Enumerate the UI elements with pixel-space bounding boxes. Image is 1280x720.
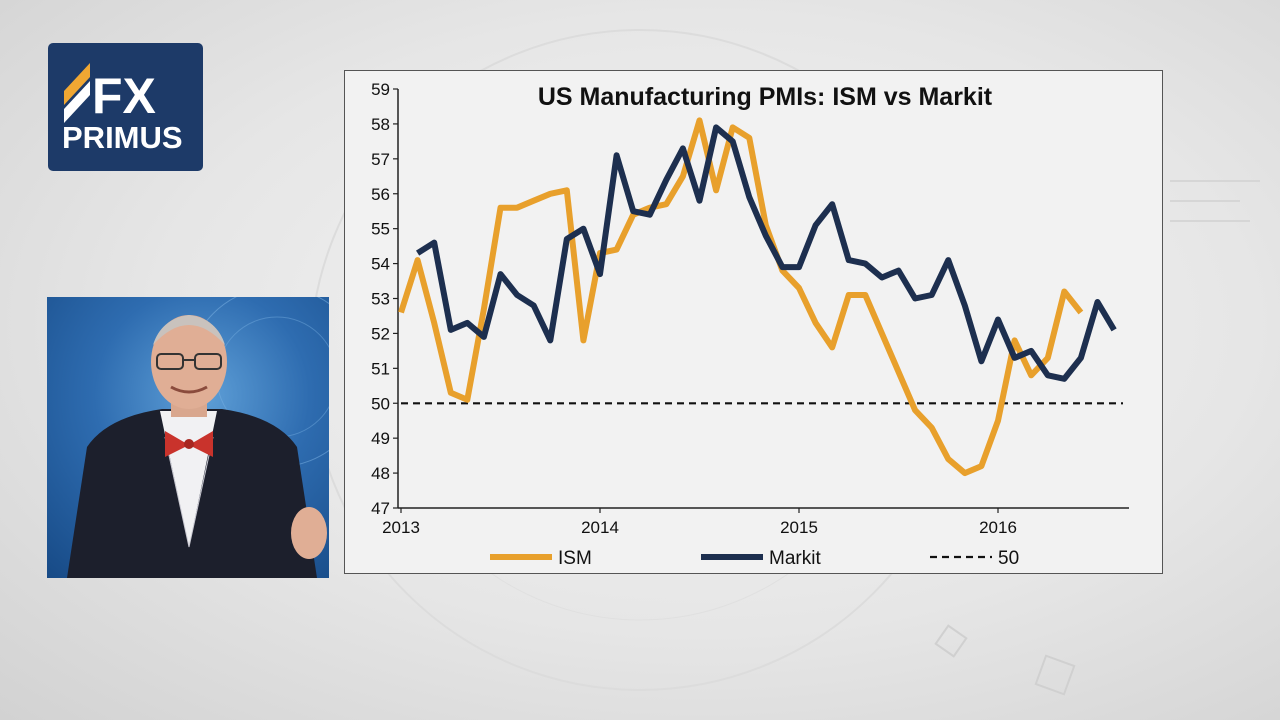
logo-text-primus: PRIMUS — [62, 120, 183, 155]
y-tick-label: 54 — [371, 255, 390, 274]
chart-title: US Manufacturing PMIs: ISM vs Markit — [538, 83, 993, 111]
y-tick-label: 57 — [371, 150, 390, 169]
legend-label-50: 50 — [998, 548, 1019, 569]
y-tick-label: 50 — [371, 394, 390, 413]
logo-stripe-white — [64, 81, 90, 123]
presenter-figure — [67, 297, 329, 578]
fx-primus-logo-graphic: FX PRIMUS — [62, 63, 183, 155]
chart-legend: ISM Markit 50 — [490, 548, 1019, 569]
logo-stripe-orange — [64, 63, 90, 105]
series-line-ism — [398, 117, 1084, 477]
logo-text-fx: FX — [92, 68, 156, 124]
fx-primus-logo: FX PRIMUS — [48, 43, 203, 171]
y-tick-label: 59 — [371, 80, 390, 99]
x-tick-label: 2015 — [780, 518, 818, 537]
x-tick-label: 2013 — [382, 518, 420, 537]
y-tick-label: 52 — [371, 324, 390, 343]
chart-axes: 47 48 49 50 51 52 53 54 55 56 57 58 59 2013 2014 2015 20… — [371, 80, 1129, 537]
legend-label-ism: ISM — [558, 548, 592, 569]
y-tick-label: 48 — [371, 464, 390, 483]
pmi-chart: US Manufacturing PMIs: ISM vs Markit 47 4… — [344, 70, 1163, 574]
y-tick-label: 51 — [371, 359, 390, 378]
legend-label-markit: Markit — [769, 548, 821, 569]
y-tick-label: 55 — [371, 220, 390, 239]
y-tick-label: 56 — [371, 185, 390, 204]
y-tick-label: 47 — [371, 499, 390, 518]
y-tick-label: 58 — [371, 115, 390, 134]
y-tick-label: 53 — [371, 290, 390, 309]
y-tick-label: 49 — [371, 429, 390, 448]
series-line-markit — [415, 124, 1117, 382]
chart-series — [398, 117, 1123, 477]
x-tick-label: 2016 — [979, 518, 1017, 537]
pmi-chart-svg: US Manufacturing PMIs: ISM vs Markit 474… — [371, 80, 1129, 569]
presenter-video — [47, 297, 329, 578]
x-tick-label: 2014 — [581, 518, 619, 537]
